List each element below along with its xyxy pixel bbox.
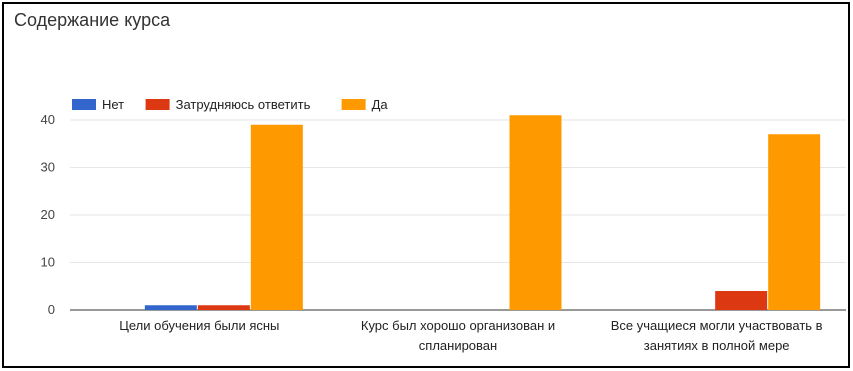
bar — [768, 134, 821, 310]
y-tick-label: 20 — [41, 207, 55, 222]
bar — [509, 115, 562, 310]
y-tick-label: 30 — [41, 160, 55, 175]
x-tick-label: спланирован — [419, 338, 497, 353]
x-tick-label: Цели обучения были ясны — [119, 318, 279, 333]
bar — [250, 124, 303, 310]
y-tick-label: 10 — [41, 255, 55, 270]
bar — [197, 305, 250, 310]
bar — [715, 291, 768, 310]
bar — [144, 305, 197, 310]
x-tick-label: занятиях в полной мере — [644, 338, 790, 353]
legend-label: Нет — [102, 97, 124, 112]
chart-title: Содержание курса — [14, 10, 171, 30]
y-tick-label: 0 — [48, 302, 55, 317]
y-tick-label: 40 — [41, 112, 55, 127]
legend-label: Затрудняюсь ответить — [176, 97, 311, 112]
x-tick-label: Все учащиеся могли участвовать в — [611, 318, 823, 333]
legend-swatch — [145, 99, 170, 110]
legend-swatch — [341, 99, 366, 110]
legend-swatch — [72, 99, 96, 110]
legend-label: Да — [372, 97, 389, 112]
x-tick-label: Курс был хорошо организован и — [361, 318, 555, 333]
